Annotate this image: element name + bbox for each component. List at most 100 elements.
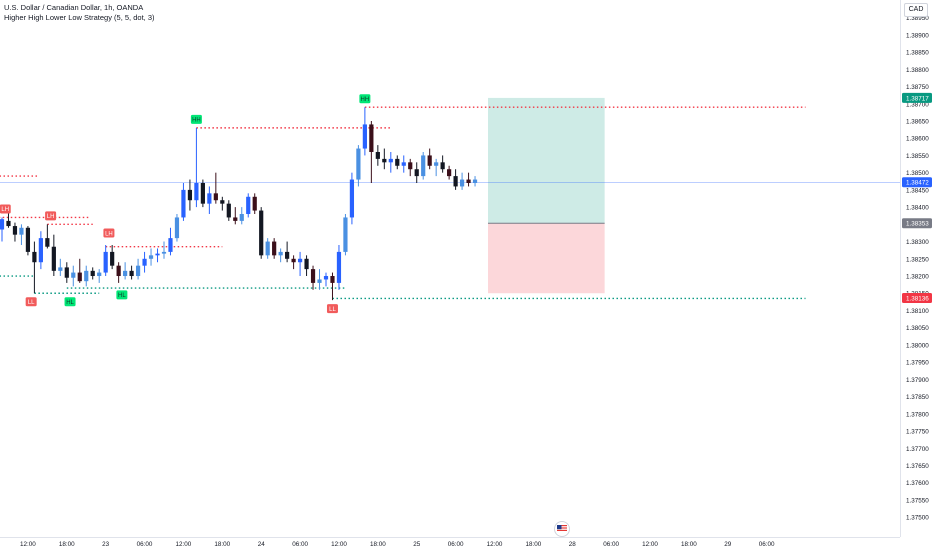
candle (297, 251, 303, 277)
time-tick-label: 12:00 (20, 541, 36, 548)
candle (110, 245, 115, 270)
candle (90, 267, 95, 280)
pivot-label: HL (64, 297, 76, 307)
candle-body (421, 155, 426, 177)
pivot-label-box (190, 114, 202, 124)
candle-body (285, 251, 290, 259)
candle (116, 262, 121, 283)
pivot-label: LH (103, 228, 115, 238)
candle (427, 148, 432, 170)
candle (194, 127, 199, 208)
candle (375, 145, 380, 166)
candle-body (161, 251, 167, 254)
time-tick-label: 06:00 (759, 541, 775, 548)
candle-body (187, 189, 193, 201)
price-tick-label: 1.38650 (906, 118, 929, 125)
candle-body (0, 219, 5, 230)
candle-body (349, 179, 355, 218)
pivot-label-text: LH (105, 231, 113, 237)
candle-body (168, 238, 173, 252)
price-tick-label: 1.37500 (906, 515, 929, 522)
price-tick-label: 1.37700 (906, 446, 929, 453)
candle (310, 265, 316, 290)
candle-body (252, 196, 257, 211)
price-tick-label: 1.37850 (906, 394, 929, 401)
candle (226, 200, 231, 221)
currency-badge[interactable]: CAD (904, 3, 928, 17)
candle-body (265, 241, 270, 256)
candle (58, 258, 63, 277)
candle (84, 265, 89, 287)
candle (362, 107, 367, 156)
pivot-label: HH (190, 114, 202, 124)
price-tick-label: 1.37950 (906, 360, 929, 367)
price-tag: 1.38717 (902, 92, 932, 103)
candle (388, 151, 393, 173)
candle-body (466, 179, 471, 183)
candle (213, 172, 218, 204)
candle (168, 227, 173, 256)
candle (265, 238, 270, 259)
candle-body (71, 272, 76, 278)
candle (323, 272, 329, 287)
candle-body (220, 200, 225, 204)
time-tick-label: 25 (413, 541, 421, 548)
price-tick-label: 1.38100 (906, 308, 929, 315)
price-tick-label: 1.38450 (906, 187, 929, 194)
candle-body (103, 251, 108, 273)
flag-icon[interactable] (554, 521, 570, 537)
time-tick-label: 12:00 (176, 541, 192, 548)
price-tick-label: 1.38750 (906, 84, 929, 91)
pivot-label-text: HH (192, 118, 201, 124)
candle (0, 217, 5, 242)
price-axis-bg (900, 0, 932, 550)
candle (181, 182, 186, 221)
price-tick-label: 1.38200 (906, 274, 929, 281)
candle-body (343, 217, 348, 252)
candle-body (388, 158, 393, 163)
pivot-label-box (116, 290, 128, 300)
pivot-label-box (25, 297, 37, 307)
price-tag-box (902, 293, 932, 304)
candle-body (233, 217, 238, 221)
price-tick-label: 1.38300 (906, 239, 929, 246)
candle-body (453, 176, 458, 187)
price-axis: 1.38950 1.38900 1.38850 1.38800 1.38750 1.387… (900, 0, 932, 550)
price-tick-label: 1.37800 (906, 411, 929, 418)
candle (434, 158, 439, 177)
price-tick-label: 1.38800 (906, 67, 929, 74)
pivot-label-box (359, 94, 371, 104)
candle-body (174, 217, 180, 239)
price-tag-box (902, 92, 932, 103)
candle-body (427, 155, 432, 166)
price-tick-label: 1.38900 (906, 32, 929, 39)
candle-body (336, 251, 342, 283)
candle-body (278, 251, 283, 256)
candle (336, 245, 342, 290)
candle-body (356, 148, 361, 180)
candle (304, 255, 309, 277)
candle (317, 269, 322, 290)
candle (466, 172, 471, 187)
candle (252, 193, 257, 215)
price-tick-label: 1.38500 (906, 170, 929, 177)
candle-body (51, 246, 56, 271)
candle (349, 172, 355, 225)
candle (447, 165, 452, 180)
price-tag: 1.38136 (902, 293, 932, 304)
price-tag: 1.38472 (902, 177, 932, 188)
time-tick-label: 23 (102, 541, 110, 548)
candle (38, 231, 43, 270)
time-tick-label: 06:00 (292, 541, 308, 548)
candle (356, 145, 361, 187)
candle-body (304, 258, 309, 270)
price-tick-label: 1.38000 (906, 342, 929, 349)
candle-body (434, 162, 439, 166)
candle-body (64, 267, 69, 278)
candle-body (375, 151, 380, 159)
price-tick-label: 1.37600 (906, 480, 929, 487)
time-tick-label: 24 (258, 541, 266, 548)
time-tick-label: 12:00 (331, 541, 347, 548)
plot-area: LH LH LH LL HL HL HH HH LL (0, 94, 900, 314)
